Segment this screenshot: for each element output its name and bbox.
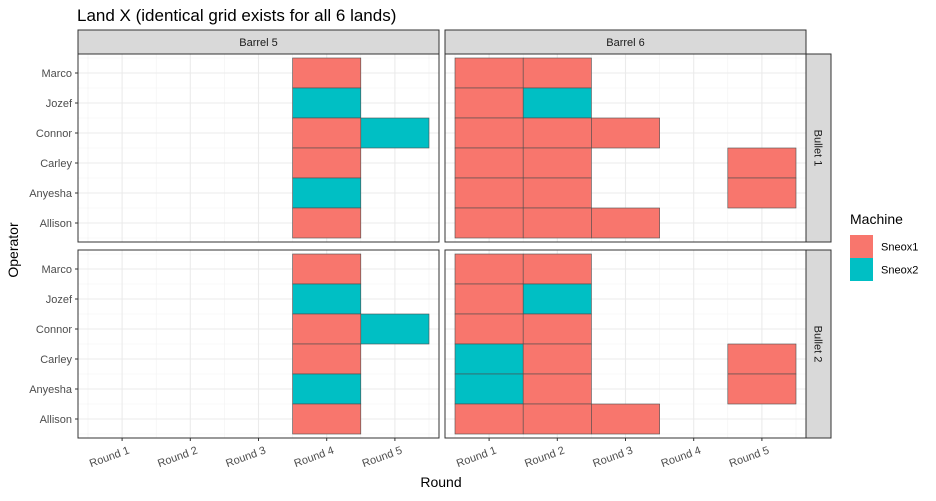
tile-jozef-round-2 — [522, 87, 592, 119]
facet-strip-barrel-6 — [444, 29, 807, 55]
facet-label-bullet-2: Bullet 2 — [812, 326, 824, 363]
tile-marco-round-1 — [454, 253, 524, 285]
y-tick-label-carley: Carley — [40, 158, 72, 170]
tile-connor-round-5 — [360, 117, 430, 149]
y-axis-title: Operator — [5, 222, 21, 278]
tile-connor-round-2 — [522, 117, 592, 149]
tile-carley-round-1 — [454, 147, 524, 179]
tile-anyesha-round-1 — [454, 177, 524, 209]
legend-label-sneox2: Sneox2 — [881, 265, 918, 277]
tile-allison-round-1 — [454, 403, 524, 435]
panel-border — [77, 53, 440, 243]
tile-allison-round-1 — [454, 207, 524, 239]
tile-connor-round-1 — [454, 313, 524, 345]
tile-carley-round-5 — [727, 343, 797, 375]
tile-anyesha-round-1 — [454, 373, 524, 405]
tile-anyesha-round-5 — [727, 177, 797, 209]
tile-allison-round-2 — [522, 403, 592, 435]
tile-carley-round-2 — [522, 147, 592, 179]
tile-allison-round-4 — [292, 403, 362, 435]
tile-connor-round-3 — [591, 117, 660, 149]
tile-connor-round-2 — [522, 313, 592, 345]
tile-allison-round-3 — [591, 403, 660, 435]
chart-title: Land X (identical grid exists for all 6 … — [77, 6, 396, 25]
tile-jozef-round-1 — [454, 283, 524, 315]
tile-carley-round-1 — [454, 343, 524, 375]
tile-marco-round-2 — [522, 57, 592, 89]
tile-marco-round-4 — [292, 253, 362, 285]
tile-connor-round-5 — [360, 313, 430, 345]
panel-barrel-5-bullet-1 — [77, 53, 440, 243]
facet-strip-bullet-1 — [805, 53, 832, 243]
tile-anyesha-round-5 — [727, 373, 797, 405]
panel-border — [444, 53, 807, 243]
legend: Machine Sneox1 Sneox2 — [850, 211, 918, 281]
panels: Barrel 5 Barrel 6 Bullet 1 Bullet 2 Marco Joz… — [29, 29, 832, 470]
tile-jozef-round-4 — [292, 87, 362, 119]
facet-label-barrel-5: Barrel 5 — [239, 37, 278, 49]
legend-key-sneox2 — [850, 258, 873, 281]
tile-allison-round-3 — [591, 207, 660, 239]
tile-anyesha-round-4 — [292, 177, 362, 209]
panel-barrel-6-bullet-1 — [444, 53, 807, 243]
tile-allison-round-2 — [522, 207, 592, 239]
tile-connor-round-4 — [292, 313, 362, 345]
y-tick-label-jozef: Jozef — [46, 98, 73, 110]
y-tick-label-jozef: Jozef — [46, 294, 73, 306]
tile-jozef-round-2 — [522, 283, 592, 315]
y-tick-label-allison: Allison — [40, 414, 72, 426]
tile-anyesha-round-4 — [292, 373, 362, 405]
y-tick-label-anyesha: Anyesha — [29, 188, 73, 200]
tile-carley-round-4 — [292, 343, 362, 375]
y-tick-label-marco: Marco — [41, 68, 72, 80]
y-tick-label-marco: Marco — [41, 264, 72, 276]
legend-title: Machine — [850, 211, 903, 227]
tile-anyesha-round-2 — [522, 177, 592, 209]
tile-connor-round-1 — [454, 117, 524, 149]
y-tick-label-allison: Allison — [40, 218, 72, 230]
y-tick-label-connor: Connor — [36, 324, 72, 336]
legend-label-sneox1: Sneox1 — [881, 242, 918, 254]
facet-strip-barrel-5 — [77, 29, 440, 55]
tile-jozef-round-1 — [454, 87, 524, 119]
y-tick-label-carley: Carley — [40, 354, 72, 366]
tile-marco-round-1 — [454, 57, 524, 89]
facet-label-barrel-6: Barrel 6 — [606, 37, 645, 49]
y-tick-label-anyesha: Anyesha — [29, 384, 73, 396]
tile-jozef-round-4 — [292, 283, 362, 315]
tile-allison-round-4 — [292, 207, 362, 239]
tile-anyesha-round-2 — [522, 373, 592, 405]
panel-barrel-6-bullet-2 — [444, 249, 807, 439]
tile-marco-round-4 — [292, 57, 362, 89]
facet-strip-bullet-2 — [805, 249, 832, 439]
tile-carley-round-5 — [727, 147, 797, 179]
tile-carley-round-4 — [292, 147, 362, 179]
y-tick-label-connor: Connor — [36, 128, 72, 140]
panel-barrel-5-bullet-2 — [77, 249, 440, 439]
tile-connor-round-4 — [292, 117, 362, 149]
tile-carley-round-2 — [522, 343, 592, 375]
x-axis-title: Round — [420, 474, 461, 490]
tile-marco-round-2 — [522, 253, 592, 285]
legend-key-sneox1 — [850, 235, 873, 258]
facet-label-bullet-1: Bullet 1 — [812, 130, 824, 167]
